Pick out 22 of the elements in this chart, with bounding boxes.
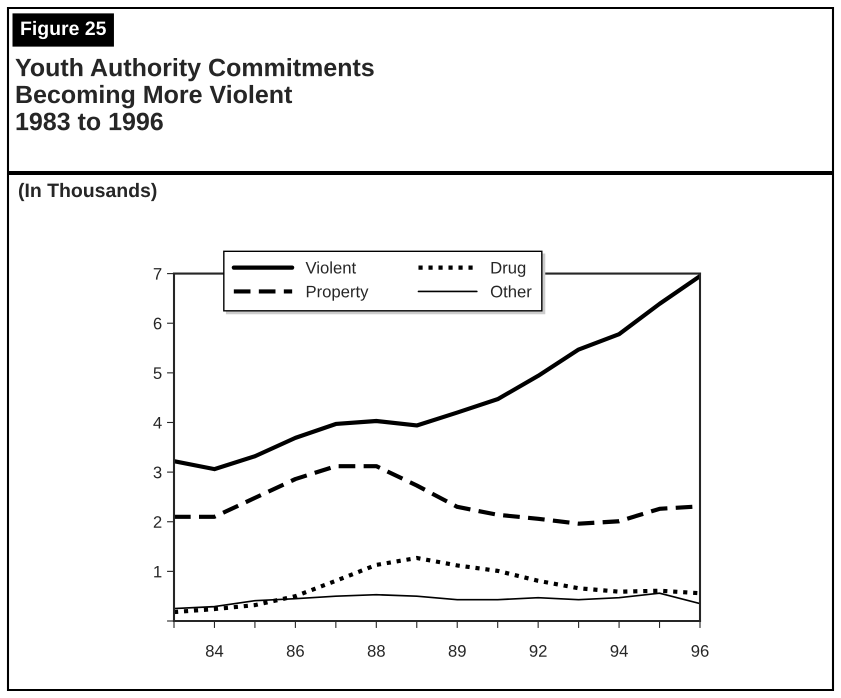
chart-title: Youth Authority Commitments Becoming More Violent 1983 to 1996 — [15, 58, 374, 130]
x-tick-label: 84 — [206, 645, 224, 657]
chart-subtitle: (In Thousands) — [18, 182, 156, 202]
legend-label: Property — [306, 286, 368, 301]
y-tick-label: 7 — [154, 268, 162, 280]
legend-label: Violent — [306, 261, 356, 274]
y-tick-label: 3 — [154, 466, 162, 478]
y-tick-label: 1 — [154, 566, 162, 578]
y-tick-label: 6 — [154, 318, 162, 330]
y-tick-label: 4 — [153, 417, 162, 429]
x-tick-label: 88 — [368, 645, 385, 657]
x-tick-label: 94 — [610, 645, 628, 657]
y-tick-label: 2 — [154, 516, 162, 528]
line-series — [174, 556, 700, 614]
y-tick-label: 5 — [154, 367, 162, 380]
legend-label: Other — [490, 285, 532, 298]
legend-label: Drug — [492, 262, 526, 277]
x-tick-label: 89 — [448, 645, 466, 657]
x-tick-label: 86 — [286, 645, 304, 657]
caption: Figure 25 — [21, 20, 106, 40]
x-tick-label: 92 — [530, 645, 547, 657]
x-tick-label: 96 — [692, 645, 709, 657]
